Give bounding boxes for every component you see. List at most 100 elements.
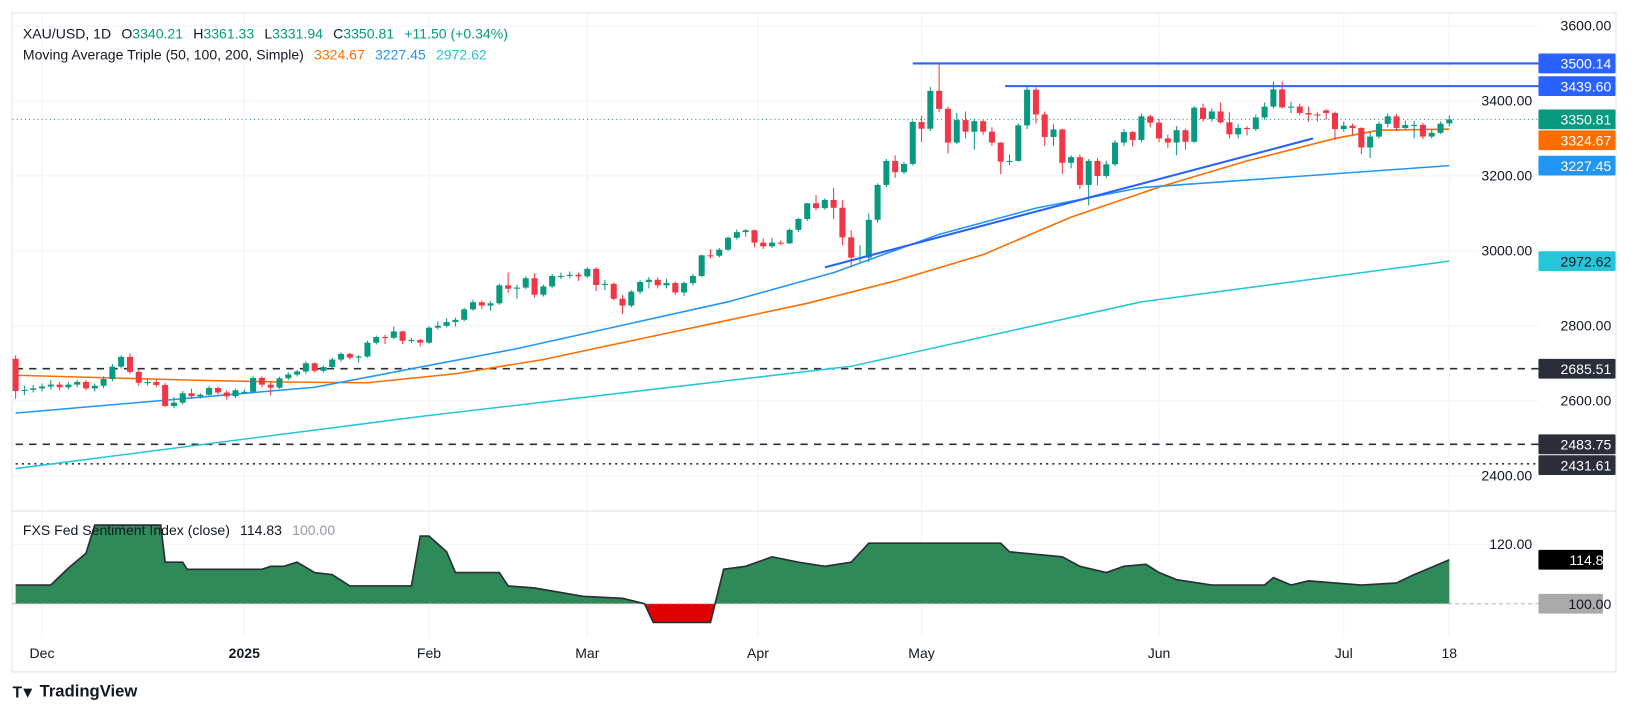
ma-legend[interactable]: Moving Average Triple (50, 100, 200, Sim… (23, 47, 493, 64)
candle (1024, 86, 1031, 130)
ma100-price-label[interactable]: 3227.45 (1538, 155, 1616, 176)
close-label: C (333, 26, 344, 42)
candle (821, 198, 828, 210)
candle-body (214, 388, 221, 393)
candle (751, 229, 758, 248)
candle-body (1041, 114, 1048, 137)
brand-name: TradingView (39, 682, 138, 701)
ohlc-open: O3340.21 (121, 26, 183, 42)
candle (654, 277, 661, 289)
candle-body (1243, 127, 1251, 130)
time-axis[interactable]: Dec 2025 Feb Mar Apr May Jun Jul 18 (30, 645, 1458, 661)
candle (126, 353, 133, 374)
candle (962, 111, 969, 139)
ma50-line (15, 128, 1450, 384)
price-axis[interactable]: 3600.00 3400.00 3200.00 3000.00 2800.00 2600.… (1481, 18, 1616, 614)
candle-body (988, 131, 995, 143)
hline-price-label[interactable]: 2483.75 (1538, 434, 1616, 455)
candle (628, 290, 635, 308)
hline-price-label[interactable]: 3439.60 (1538, 76, 1616, 97)
chart-frame (11, 12, 1617, 673)
candle (918, 115, 925, 143)
candle-body (707, 255, 714, 257)
time-tick-label: 18 (1441, 645, 1457, 661)
candle (399, 330, 406, 345)
indicator-legend[interactable]: FXS Fed Sentiment Index (close) 114.83 1… (23, 523, 341, 540)
ma-legend-label: Moving Average Triple (50, 100, 200, Sim… (22, 46, 304, 63)
candle-body (38, 386, 46, 389)
hline-price-label-bg (1538, 53, 1616, 74)
candle-body (663, 283, 670, 286)
hline-price-label-text: 2431.61 (1561, 457, 1612, 473)
hline-price-label-text: 2685.51 (1561, 361, 1612, 377)
candle-body (1226, 122, 1233, 135)
ma50-value: 3324.67 (314, 46, 365, 63)
candle (434, 321, 441, 330)
sentiment-value-label-bg (1538, 549, 1603, 570)
candle (795, 217, 802, 233)
time-tick-label: Feb (417, 645, 441, 661)
hline-price-label[interactable]: 3500.14 (1538, 53, 1616, 74)
candle-body (434, 325, 441, 328)
candle (74, 379, 81, 388)
candle-body (382, 337, 389, 339)
candle-body (487, 303, 494, 306)
candle-body (232, 390, 239, 397)
ma50-price-label[interactable]: 3324.67 (1538, 130, 1616, 151)
tradingview-logo[interactable]: T▼ TradingView (12, 683, 137, 702)
candle-body (1191, 107, 1198, 142)
ma100-price-label-text: 3227.45 (1561, 158, 1612, 174)
candle-body (1428, 132, 1435, 137)
trendline[interactable] (824, 137, 1314, 269)
candle-body (135, 371, 142, 383)
candle-body (82, 382, 89, 389)
last-price-label[interactable]: 3350.81 (1538, 109, 1616, 130)
candle (531, 273, 538, 298)
candle (223, 390, 230, 400)
candle-body (549, 275, 556, 287)
candle (610, 282, 617, 301)
ohlc-close: C3350.81 (333, 26, 394, 42)
candle-body (1068, 157, 1075, 163)
candle (681, 281, 688, 296)
candle-body (1446, 119, 1453, 124)
candle (804, 202, 811, 221)
hline-price-label-text: 3439.60 (1561, 78, 1612, 94)
candle (311, 362, 318, 373)
high-value: 3361.33 (203, 26, 255, 42)
ma200-price-label[interactable]: 2972.62 (1538, 251, 1616, 272)
candle (663, 278, 670, 289)
sentiment-baseline-label[interactable]: 100.00 (1538, 593, 1611, 614)
candle-body (909, 121, 916, 164)
drawings[interactable] (824, 137, 1314, 269)
candle (707, 249, 714, 259)
hline-price-label[interactable]: 2431.61 (1538, 455, 1616, 476)
candle (258, 376, 265, 388)
price-tick-label: 2400.00 (1481, 467, 1532, 483)
price-tick-label: 3200.00 (1481, 168, 1532, 184)
candle-body (557, 275, 564, 278)
candle (1437, 121, 1444, 134)
tradingview-icon: T▼ (12, 683, 35, 702)
candle-body (821, 199, 828, 209)
sentiment-value-label[interactable]: 114.83 (1538, 549, 1612, 570)
candle (91, 383, 98, 392)
candle (1358, 127, 1365, 155)
price-tick-label: 2600.00 (1561, 392, 1612, 408)
candle (1367, 131, 1374, 158)
candle-body (1411, 124, 1418, 126)
candle (1147, 114, 1154, 128)
candle (294, 370, 301, 377)
hline-price-label[interactable]: 2685.51 (1538, 358, 1616, 379)
price-tick-label: 3600.00 (1561, 18, 1612, 34)
candle-body (223, 392, 230, 397)
candle (1076, 154, 1083, 190)
ohlc-high: H3361.33 (193, 26, 254, 42)
candle-body (892, 160, 899, 173)
candle-body (56, 384, 63, 388)
candle (1340, 121, 1347, 132)
candle (65, 382, 72, 390)
sentiment-pane (12, 524, 1539, 624)
candle (909, 120, 916, 166)
